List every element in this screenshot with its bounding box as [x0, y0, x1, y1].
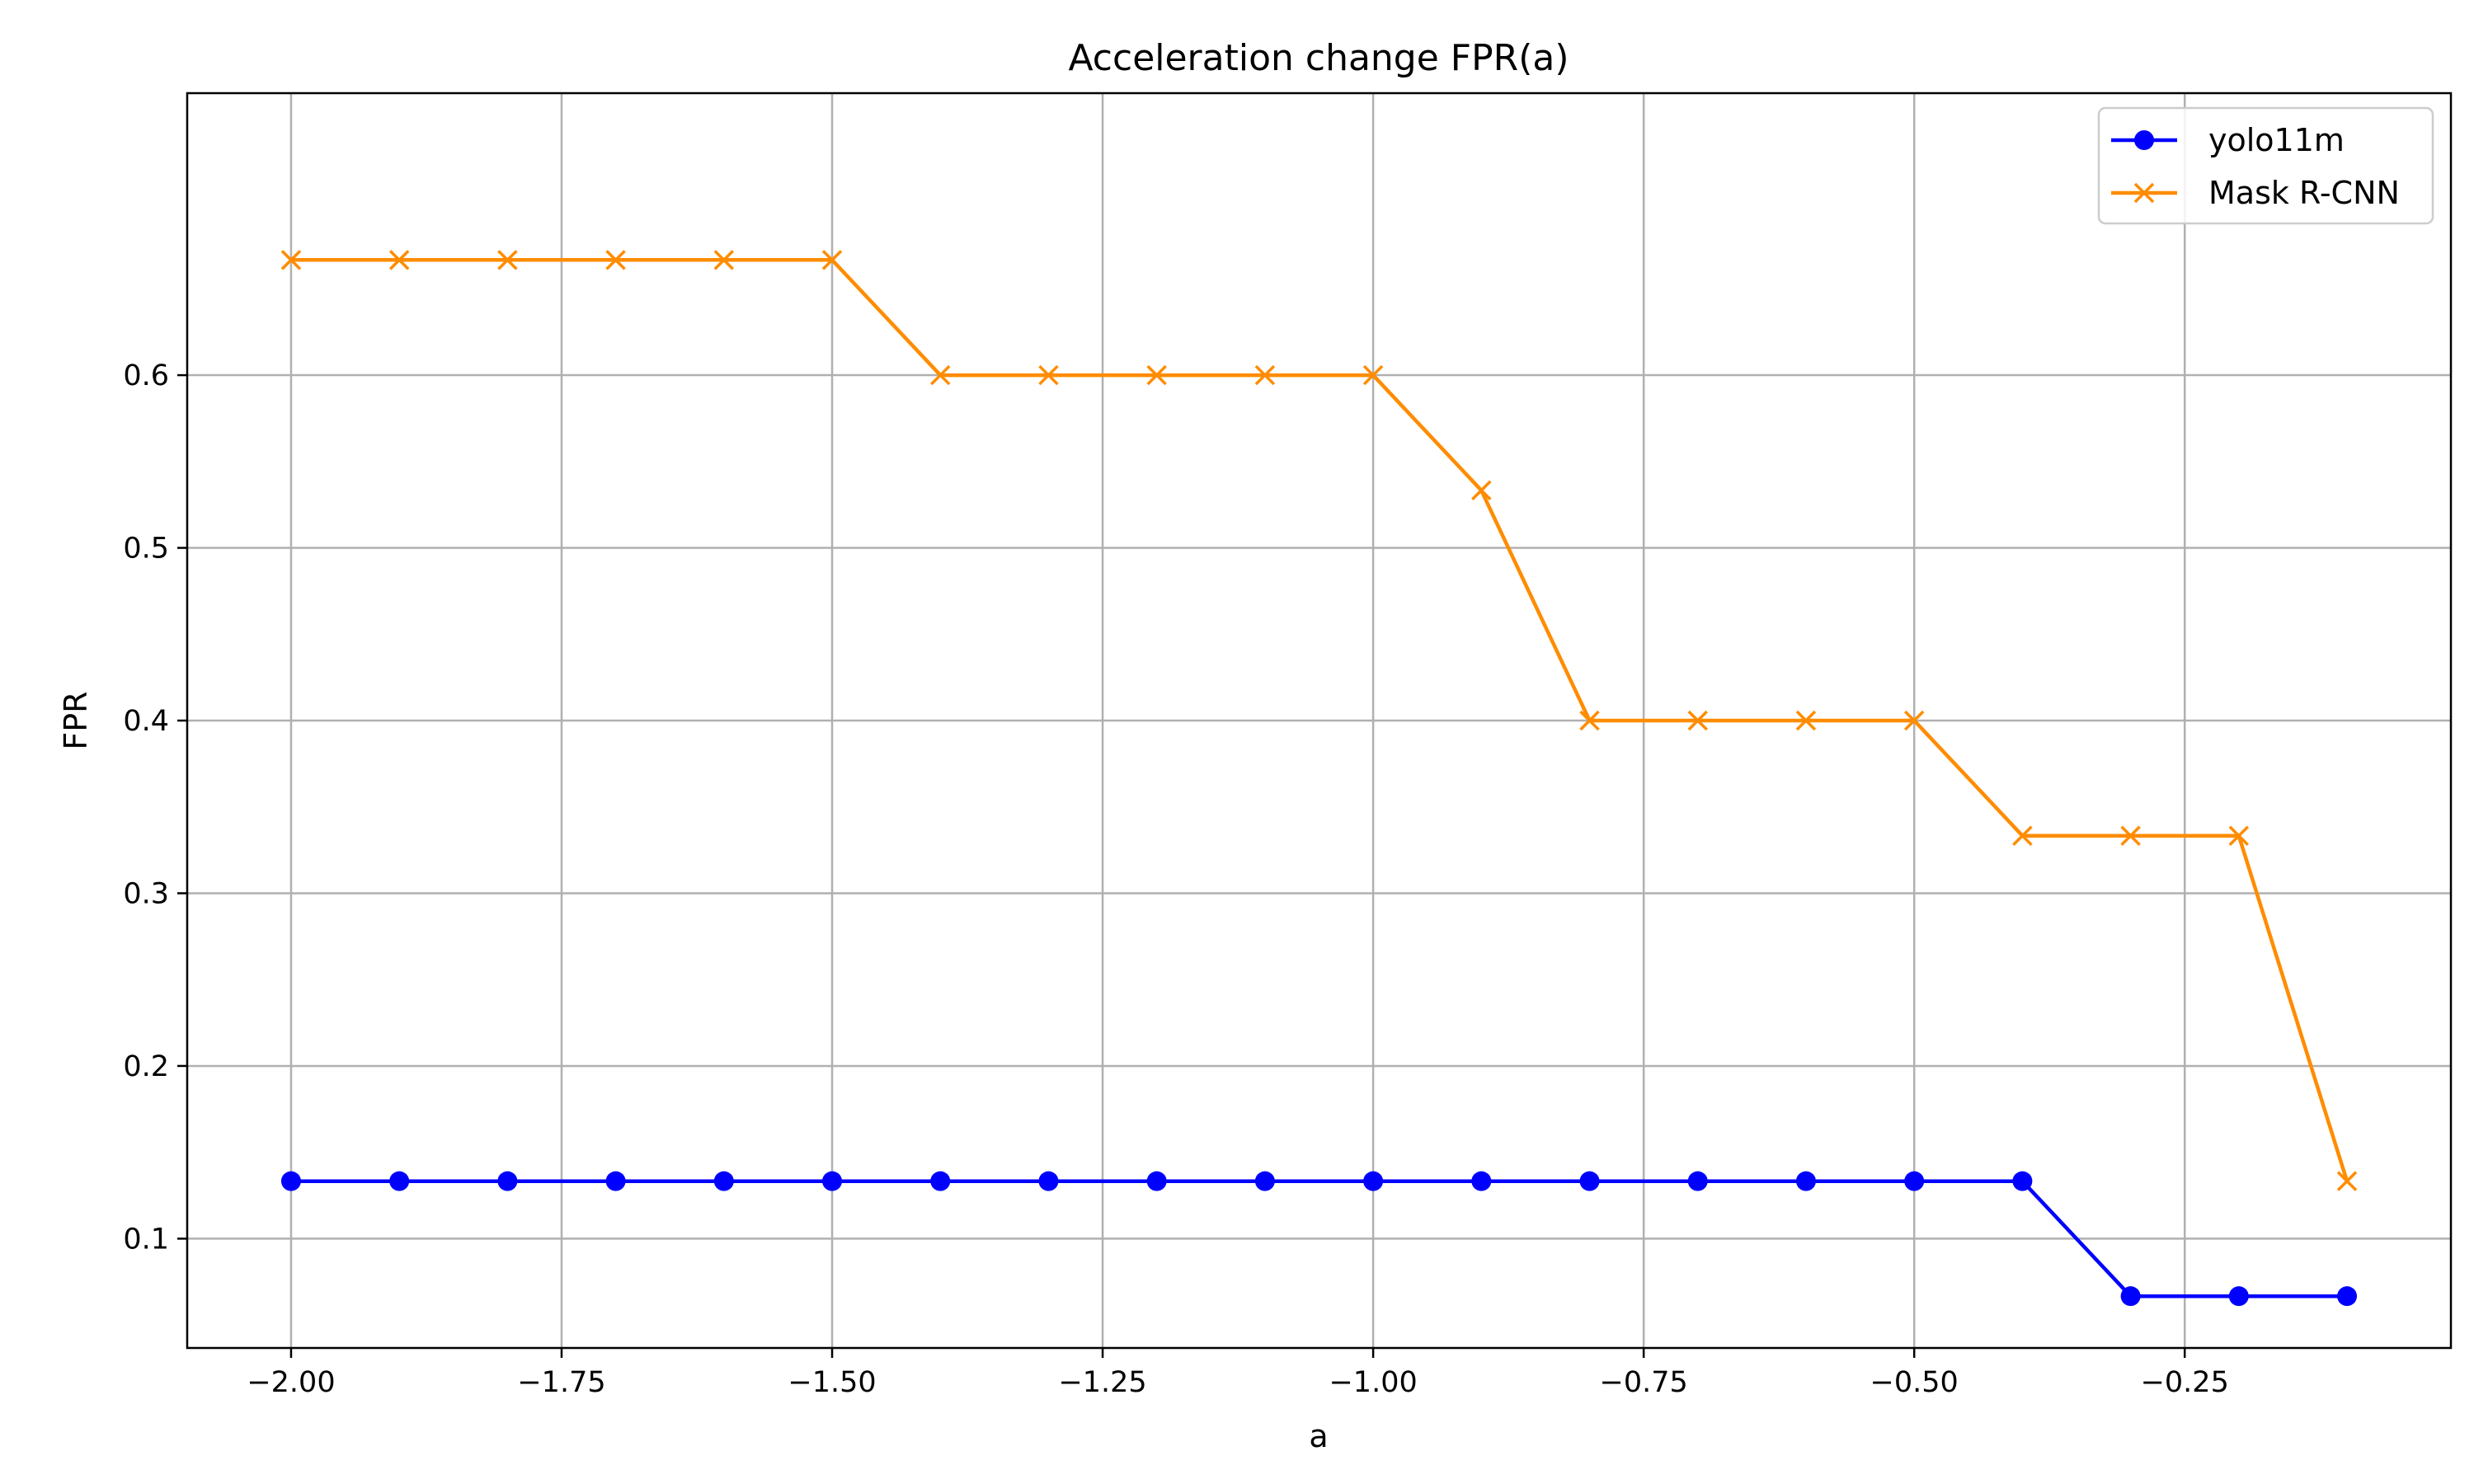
- data-point: [1471, 480, 1492, 501]
- x-tick-label: −1.50: [788, 1366, 876, 1399]
- legend: yolo11m Mask R-CNN: [2097, 106, 2434, 225]
- series-line-0: [291, 1179, 2347, 1298]
- data-point: [389, 1171, 410, 1191]
- data-point: [2012, 825, 2033, 846]
- x-axis-label: a: [1309, 1418, 1328, 1454]
- data-point: [1687, 710, 1708, 731]
- x-tick-label: −1.00: [1329, 1366, 1417, 1399]
- x-tick-label: −0.25: [2141, 1366, 2229, 1399]
- x-tick-label: −0.50: [1870, 1366, 1959, 1399]
- data-point: [1146, 1171, 1167, 1191]
- data-point: [388, 250, 410, 270]
- x-tick-label: −0.75: [1600, 1366, 1688, 1399]
- data-point: [2228, 1286, 2249, 1307]
- data-point: [822, 1171, 843, 1191]
- data-point: [605, 250, 626, 270]
- y-tick-label: 0.5: [123, 533, 169, 566]
- data-point: [2337, 1286, 2358, 1307]
- y-tick-label: 0.1: [123, 1223, 169, 1256]
- data-point: [1795, 710, 1817, 731]
- axis-ticks: −2.00 −1.75 −1.50 −1.25 −1.00 −0.75 −0.50 −0.25…: [123, 359, 2229, 1399]
- x-tick-label: −1.25: [1058, 1366, 1146, 1399]
- x-tick-label: −1.75: [517, 1366, 605, 1399]
- data-point: [713, 1171, 734, 1191]
- y-tick-label: 0.4: [123, 705, 169, 738]
- data-point: [1254, 1171, 1275, 1191]
- legend-marker: [2133, 182, 2155, 204]
- data-point: [497, 250, 518, 270]
- legend-box: [2097, 106, 2434, 225]
- data-point: [713, 250, 735, 270]
- series-1: [280, 250, 2358, 1191]
- legend-label: Mask R-CNN: [2208, 175, 2400, 211]
- data-point: [1038, 364, 1059, 386]
- data-point: [1363, 1171, 1384, 1191]
- series-line-1: [291, 258, 2349, 1182]
- data-point: [2120, 825, 2141, 846]
- data-point: [497, 1171, 518, 1191]
- y-axis-label: FPR: [58, 691, 94, 749]
- data-point: [1795, 1171, 1816, 1191]
- series-layer: [280, 250, 2358, 1307]
- data-point: [930, 1171, 951, 1191]
- y-tick-label: 0.6: [123, 359, 169, 392]
- data-point: [2012, 1171, 2033, 1191]
- data-point: [280, 1171, 301, 1191]
- data-point: [1687, 1171, 1708, 1191]
- chart-title: Acceleration change FPR(a): [1068, 37, 1569, 79]
- data-point: [1362, 364, 1384, 386]
- data-point: [605, 1171, 626, 1191]
- data-point: [280, 250, 302, 270]
- x-tick-label: −2.00: [247, 1366, 335, 1399]
- data-point: [821, 250, 843, 270]
- legend-marker: [2134, 130, 2154, 150]
- y-tick-label: 0.3: [123, 877, 169, 910]
- y-tick-label: 0.2: [123, 1050, 169, 1083]
- data-point: [2336, 1171, 2358, 1191]
- data-point: [2228, 825, 2250, 846]
- data-point: [1471, 1171, 1492, 1191]
- data-point: [1146, 364, 1167, 386]
- legend-label: yolo11m: [2208, 122, 2345, 158]
- data-point: [1254, 364, 1276, 386]
- data-point: [1038, 1171, 1059, 1191]
- data-point: [930, 364, 951, 386]
- data-point: [1903, 710, 1925, 731]
- series-0: [280, 1171, 2358, 1307]
- data-point: [1579, 710, 1600, 731]
- data-point: [1579, 1171, 1600, 1191]
- data-point: [1904, 1171, 1925, 1191]
- data-point: [2120, 1286, 2141, 1307]
